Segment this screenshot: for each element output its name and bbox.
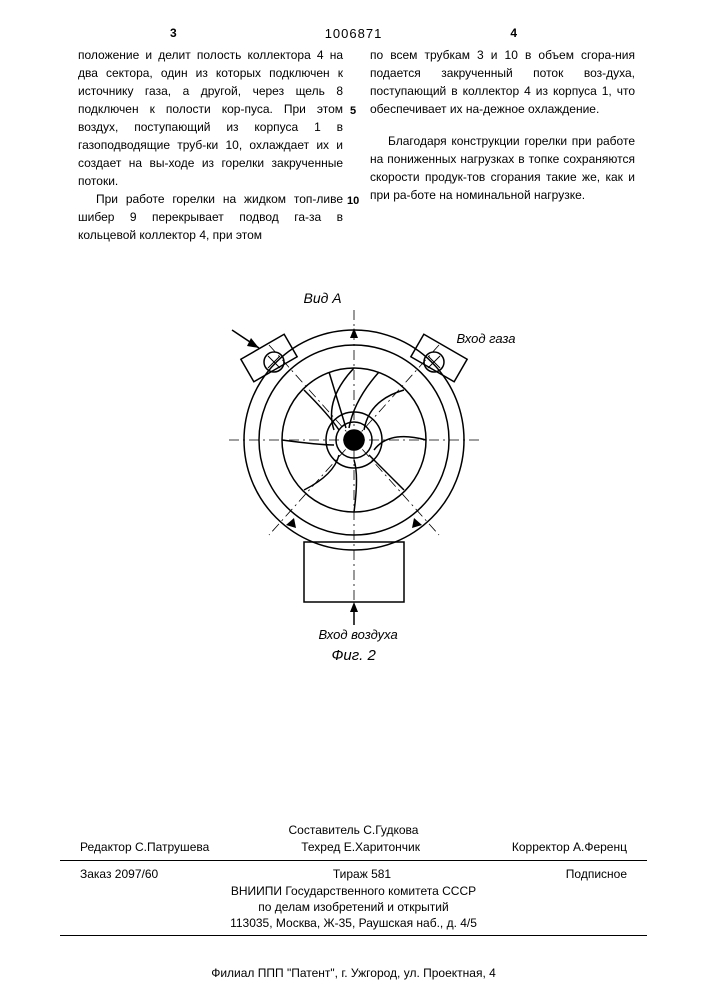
credits-row: Редактор С.Патрушева Техред Е.Харитончик… (60, 838, 647, 856)
tirazh: Тираж 581 (333, 867, 391, 881)
figure-caption: Фиг. 2 (332, 647, 376, 664)
view-label: Вид А (304, 290, 342, 306)
left-para2: При работе горелки на жидком топ-ливе ши… (78, 190, 343, 244)
techred: Техред Е.Харитончик (301, 840, 420, 854)
right-para1: по всем трубкам 3 и 10 в объем сгора-ния… (370, 46, 635, 118)
column-right: по всем трубкам 3 и 10 в объем сгора-ния… (370, 46, 635, 204)
page-num-left: 3 (170, 26, 177, 40)
right-para2: Благодаря конструкции горелки при работе… (370, 132, 635, 204)
doc-number: 1006871 (325, 26, 383, 41)
line-number-5: 5 (350, 105, 356, 117)
page-num-right: 4 (510, 26, 517, 40)
org1: ВНИИПИ Государственного комитета СССР (60, 883, 647, 899)
order: Заказ 2097/60 (80, 867, 158, 881)
line-number-10: 10 (347, 195, 359, 207)
branch: Филиал ППП "Патент", г. Ужгород, ул. Про… (0, 966, 707, 980)
order-row: Заказ 2097/60 Тираж 581 Подписное (60, 865, 647, 883)
footer: Составитель С.Гудкова Редактор С.Патруше… (60, 822, 647, 940)
column-left: положение и делит полость коллектора 4 н… (78, 46, 343, 244)
gas-in-label: Вход газа (457, 332, 516, 345)
editor: Редактор С.Патрушева (80, 840, 209, 854)
left-para1: положение и делит полость коллектора 4 н… (78, 46, 343, 190)
air-in-label: Вход воздуха (319, 627, 398, 642)
figure-2: Вид А (174, 290, 534, 660)
org2: по делам изобретений и открытий (60, 899, 647, 915)
compiler: Составитель С.Гудкова (60, 822, 647, 838)
address: 113035, Москва, Ж-35, Раушская наб., д. … (60, 915, 647, 931)
podpisnoe: Подписное (566, 867, 627, 881)
corrector: Корректор А.Ференц (512, 840, 627, 854)
